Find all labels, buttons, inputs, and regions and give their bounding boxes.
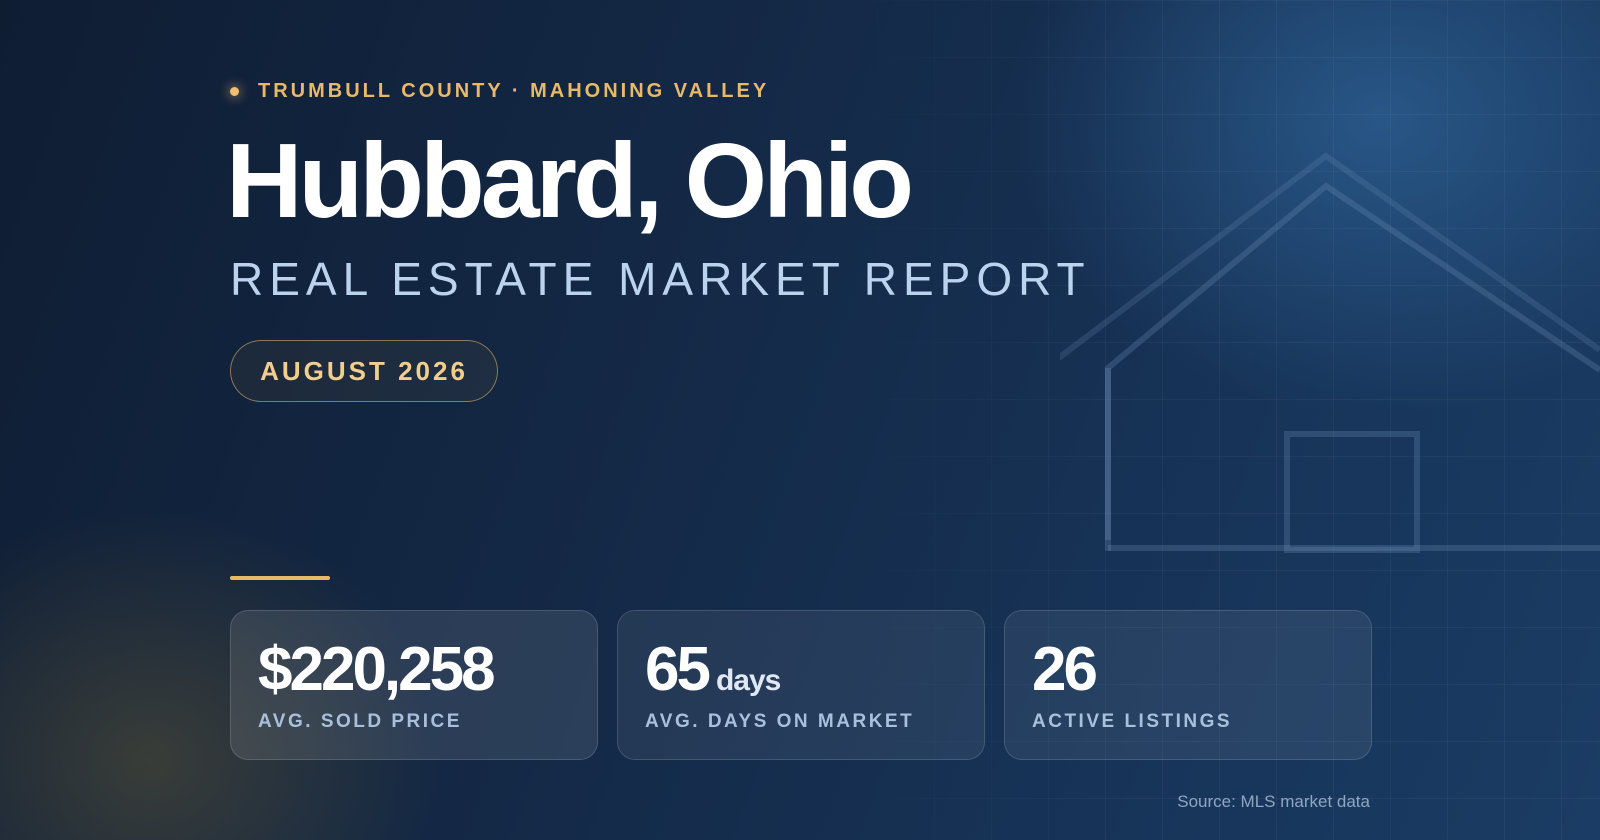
stat-card-active-listings: 26 ACTIVE LISTINGS — [1004, 610, 1372, 760]
house-outline-icon — [1060, 152, 1600, 553]
dot-icon — [230, 87, 239, 96]
eyebrow: TRUMBULL COUNTY · MAHONING VALLEY — [230, 80, 769, 103]
stat-card-avg-sold-price: $220,258 AVG. SOLD PRICE — [230, 610, 598, 760]
stat-label: ACTIVE LISTINGS — [1032, 711, 1233, 732]
page-subtitle: REAL ESTATE MARKET REPORT — [230, 253, 1091, 305]
source-note: Source: MLS market data — [1177, 792, 1370, 811]
stat-value: 26 — [1032, 639, 1098, 701]
stat-value: 65 days — [645, 639, 781, 701]
stat-unit: days — [715, 664, 781, 697]
stat-label: AVG. DAYS ON MARKET — [645, 711, 915, 732]
background-grid — [820, 0, 1600, 840]
stat-value-number: 65 — [645, 635, 711, 704]
date-badge: AUGUST 2026 — [230, 340, 498, 402]
stats-cards: $220,258 AVG. SOLD PRICE 65 days AVG. DAY… — [230, 610, 1391, 760]
stat-value-number: $220,258 — [258, 635, 496, 704]
stat-value-number: 26 — [1032, 635, 1098, 704]
accent-divider — [230, 576, 330, 580]
stat-value: $220,258 — [258, 639, 496, 701]
stat-label: AVG. SOLD PRICE — [258, 711, 462, 732]
eyebrow-text: TRUMBULL COUNTY · MAHONING VALLEY — [258, 80, 770, 102]
page-title: Hubbard, Ohio — [226, 122, 914, 240]
date-badge-text: AUGUST 2026 — [260, 355, 468, 386]
stat-card-avg-days-on-market: 65 days AVG. DAYS ON MARKET — [617, 610, 985, 760]
